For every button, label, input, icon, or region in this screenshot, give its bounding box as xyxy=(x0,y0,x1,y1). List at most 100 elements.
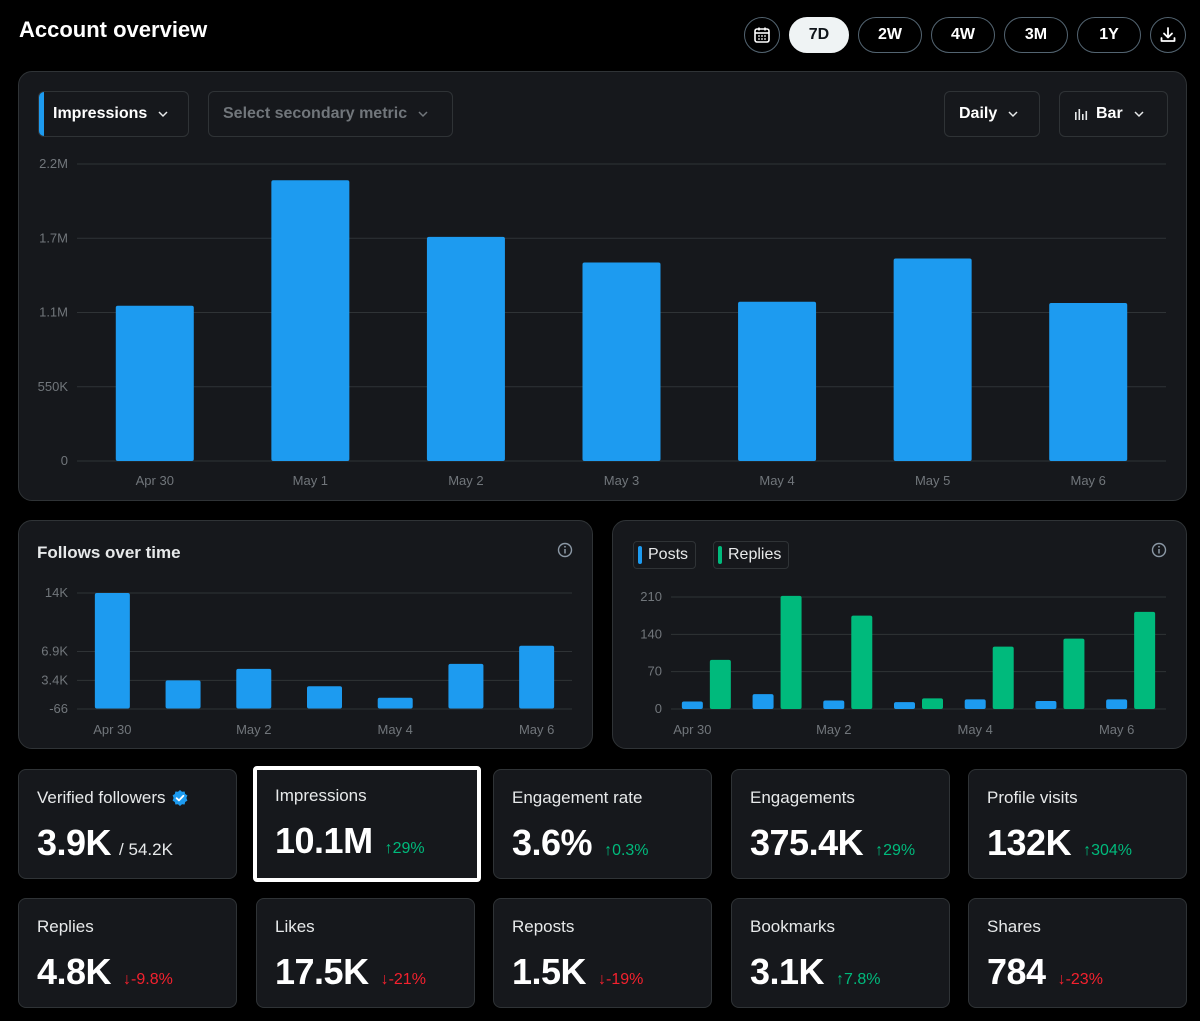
bar-posts-may-6[interactable] xyxy=(1106,699,1128,709)
x-tick-label: May 2 xyxy=(448,473,483,488)
metric-bookmarks[interactable]: Bookmarks 3.1K ↑7.8% xyxy=(731,898,950,1008)
metric-impressions[interactable]: Impressions 10.1M ↑29% xyxy=(253,766,481,882)
metric-value-row: 4.8K ↓-9.8% xyxy=(37,951,173,993)
bar-impressions-may-5[interactable] xyxy=(893,258,972,462)
bar-posts-apr-30[interactable] xyxy=(681,701,703,709)
metric-value-row: 3.6% ↑0.3% xyxy=(512,822,649,864)
calendar-button[interactable] xyxy=(744,17,780,53)
metric-value: 3.9K xyxy=(37,822,112,863)
x-tick-label: May 4 xyxy=(958,722,993,737)
bar-replies-may-2[interactable] xyxy=(851,615,873,709)
bar-series-may-5[interactable] xyxy=(448,663,484,709)
legend-replies[interactable]: Replies xyxy=(713,541,790,569)
primary-metric-dropdown[interactable]: Impressions xyxy=(38,91,189,137)
metric-delta: ↓-19% xyxy=(598,971,644,988)
x-tick-label: May 6 xyxy=(1071,473,1106,488)
interval-dropdown[interactable]: Daily xyxy=(944,91,1040,137)
bar-series-may-6[interactable] xyxy=(519,645,555,709)
metric-shares[interactable]: Shares 784 ↓-23% xyxy=(968,898,1187,1008)
range-4w-button[interactable]: 4W xyxy=(931,17,995,53)
legend-posts-label: Posts xyxy=(648,546,689,563)
metric-value-row: 784 ↓-23% xyxy=(987,951,1103,993)
interval-label: Daily xyxy=(959,105,998,122)
metric-delta: ↑29% xyxy=(875,842,916,859)
range-1y-button[interactable]: 1Y xyxy=(1077,17,1141,53)
metric-label: Engagement rate xyxy=(512,788,643,807)
chevron-down-icon xyxy=(1008,111,1018,118)
metric-value-row: 132K ↑304% xyxy=(987,822,1132,864)
metric-reposts[interactable]: Reposts 1.5K ↓-19% xyxy=(493,898,712,1008)
bar-replies-may-3[interactable] xyxy=(922,698,943,709)
metric-delta: ↑7.8% xyxy=(836,971,881,988)
metric-label-wrap: Verified followers xyxy=(37,788,189,808)
page-title: Account overview xyxy=(19,17,208,42)
bar-posts-may-3[interactable] xyxy=(894,702,915,709)
follows-chart: -66 3.4K 6.9K 14K Apr 30 May 2 May 4 May 6 xyxy=(41,585,572,737)
bar-replies-apr-30[interactable] xyxy=(709,659,731,709)
bar-series-may-2[interactable] xyxy=(236,668,272,709)
bar-impressions-may-1[interactable] xyxy=(271,180,350,461)
range-7d-button[interactable]: 7D xyxy=(789,17,849,53)
x-tick-label: May 3 xyxy=(604,473,639,488)
x-tick-label: May 6 xyxy=(1099,722,1134,737)
y-tick-label: 0 xyxy=(655,701,662,716)
metric-delta: ↓-21% xyxy=(380,971,426,988)
y-tick-label: 1.1M xyxy=(39,305,68,320)
metric-value-row: 10.1M ↑29% xyxy=(275,820,425,862)
metric-value: 784 xyxy=(987,951,1046,992)
info-icon[interactable] xyxy=(557,542,573,558)
x-tick-label: Apr 30 xyxy=(93,722,131,737)
metric-value-row: 3.9K / 54.2K xyxy=(37,822,173,864)
x-tick-label: May 4 xyxy=(378,722,413,737)
metric-label: Impressions xyxy=(275,786,367,805)
y-tick-label: 0 xyxy=(61,453,68,468)
bar-chart-icon xyxy=(1075,109,1088,120)
metric-value-row: 1.5K ↓-19% xyxy=(512,951,643,993)
metric-engagement-rate[interactable]: Engagement rate 3.6% ↑0.3% xyxy=(493,769,712,879)
info-icon[interactable] xyxy=(1151,542,1167,558)
bar-replies-may-4[interactable] xyxy=(992,646,1014,709)
range-3m-button[interactable]: 3M xyxy=(1004,17,1068,53)
legend-posts[interactable]: Posts xyxy=(633,541,697,569)
bar-replies-may-5[interactable] xyxy=(1063,638,1085,709)
bar-replies-may-6[interactable] xyxy=(1134,611,1156,709)
metric-value: 132K xyxy=(987,822,1072,863)
bar-impressions-may-2[interactable] xyxy=(426,236,505,461)
secondary-metric-dropdown[interactable]: Select secondary metric xyxy=(208,91,453,137)
y-tick-label: 14K xyxy=(45,585,68,600)
y-tick-label: 6.9K xyxy=(41,644,68,659)
metric-value-row: 17.5K ↓-21% xyxy=(275,951,426,993)
bar-impressions-may-4[interactable] xyxy=(738,301,817,461)
bar-series-apr-30[interactable] xyxy=(94,593,130,709)
bar-posts-may-5[interactable] xyxy=(1035,701,1057,709)
range-2w-button[interactable]: 2W xyxy=(858,17,922,53)
bar-posts-may-1[interactable] xyxy=(752,694,774,709)
metric-value: 3.6% xyxy=(512,822,593,863)
x-tick-label: May 6 xyxy=(519,722,554,737)
chart-type-dropdown[interactable]: Bar xyxy=(1059,91,1168,137)
legend-replies-swatch xyxy=(718,546,722,564)
bar-posts-may-2[interactable] xyxy=(823,700,845,709)
metric-likes[interactable]: Likes 17.5K ↓-21% xyxy=(256,898,475,1008)
bar-impressions-may-6[interactable] xyxy=(1049,303,1128,461)
bar-series-may-1[interactable] xyxy=(165,680,201,709)
x-tick-label: May 4 xyxy=(759,473,794,488)
bar-series-may-4[interactable] xyxy=(377,697,413,709)
impressions-chart: 0 550K 1.1M 1.7M 2.2M Apr 30 May 1 May 2 May 3 Ma… xyxy=(38,156,1166,488)
metric-verified-followers[interactable]: Verified followers 3.9K / 54.2K xyxy=(18,769,237,879)
bar-posts-may-4[interactable] xyxy=(964,699,986,709)
metric-value: 3.1K xyxy=(750,951,825,992)
metric-delta: ↑0.3% xyxy=(604,842,649,859)
follows-card: Follows over time -66 3.4K 6.9K 14K Apr 30 Ma… xyxy=(18,520,593,749)
bar-series-may-3[interactable] xyxy=(307,686,342,709)
bar-replies-may-1[interactable] xyxy=(780,595,802,709)
y-tick-label: -66 xyxy=(49,701,68,716)
secondary-metric-placeholder: Select secondary metric xyxy=(223,105,408,122)
y-tick-label: 3.4K xyxy=(41,672,68,687)
metric-replies[interactable]: Replies 4.8K ↓-9.8% xyxy=(18,898,237,1008)
metric-engagements[interactable]: Engagements 375.4K ↑29% xyxy=(731,769,950,879)
metric-profile-visits[interactable]: Profile visits 132K ↑304% xyxy=(968,769,1187,879)
bar-impressions-may-3[interactable] xyxy=(582,262,661,461)
bar-impressions-apr-30[interactable] xyxy=(115,305,194,461)
download-button[interactable] xyxy=(1150,17,1186,53)
